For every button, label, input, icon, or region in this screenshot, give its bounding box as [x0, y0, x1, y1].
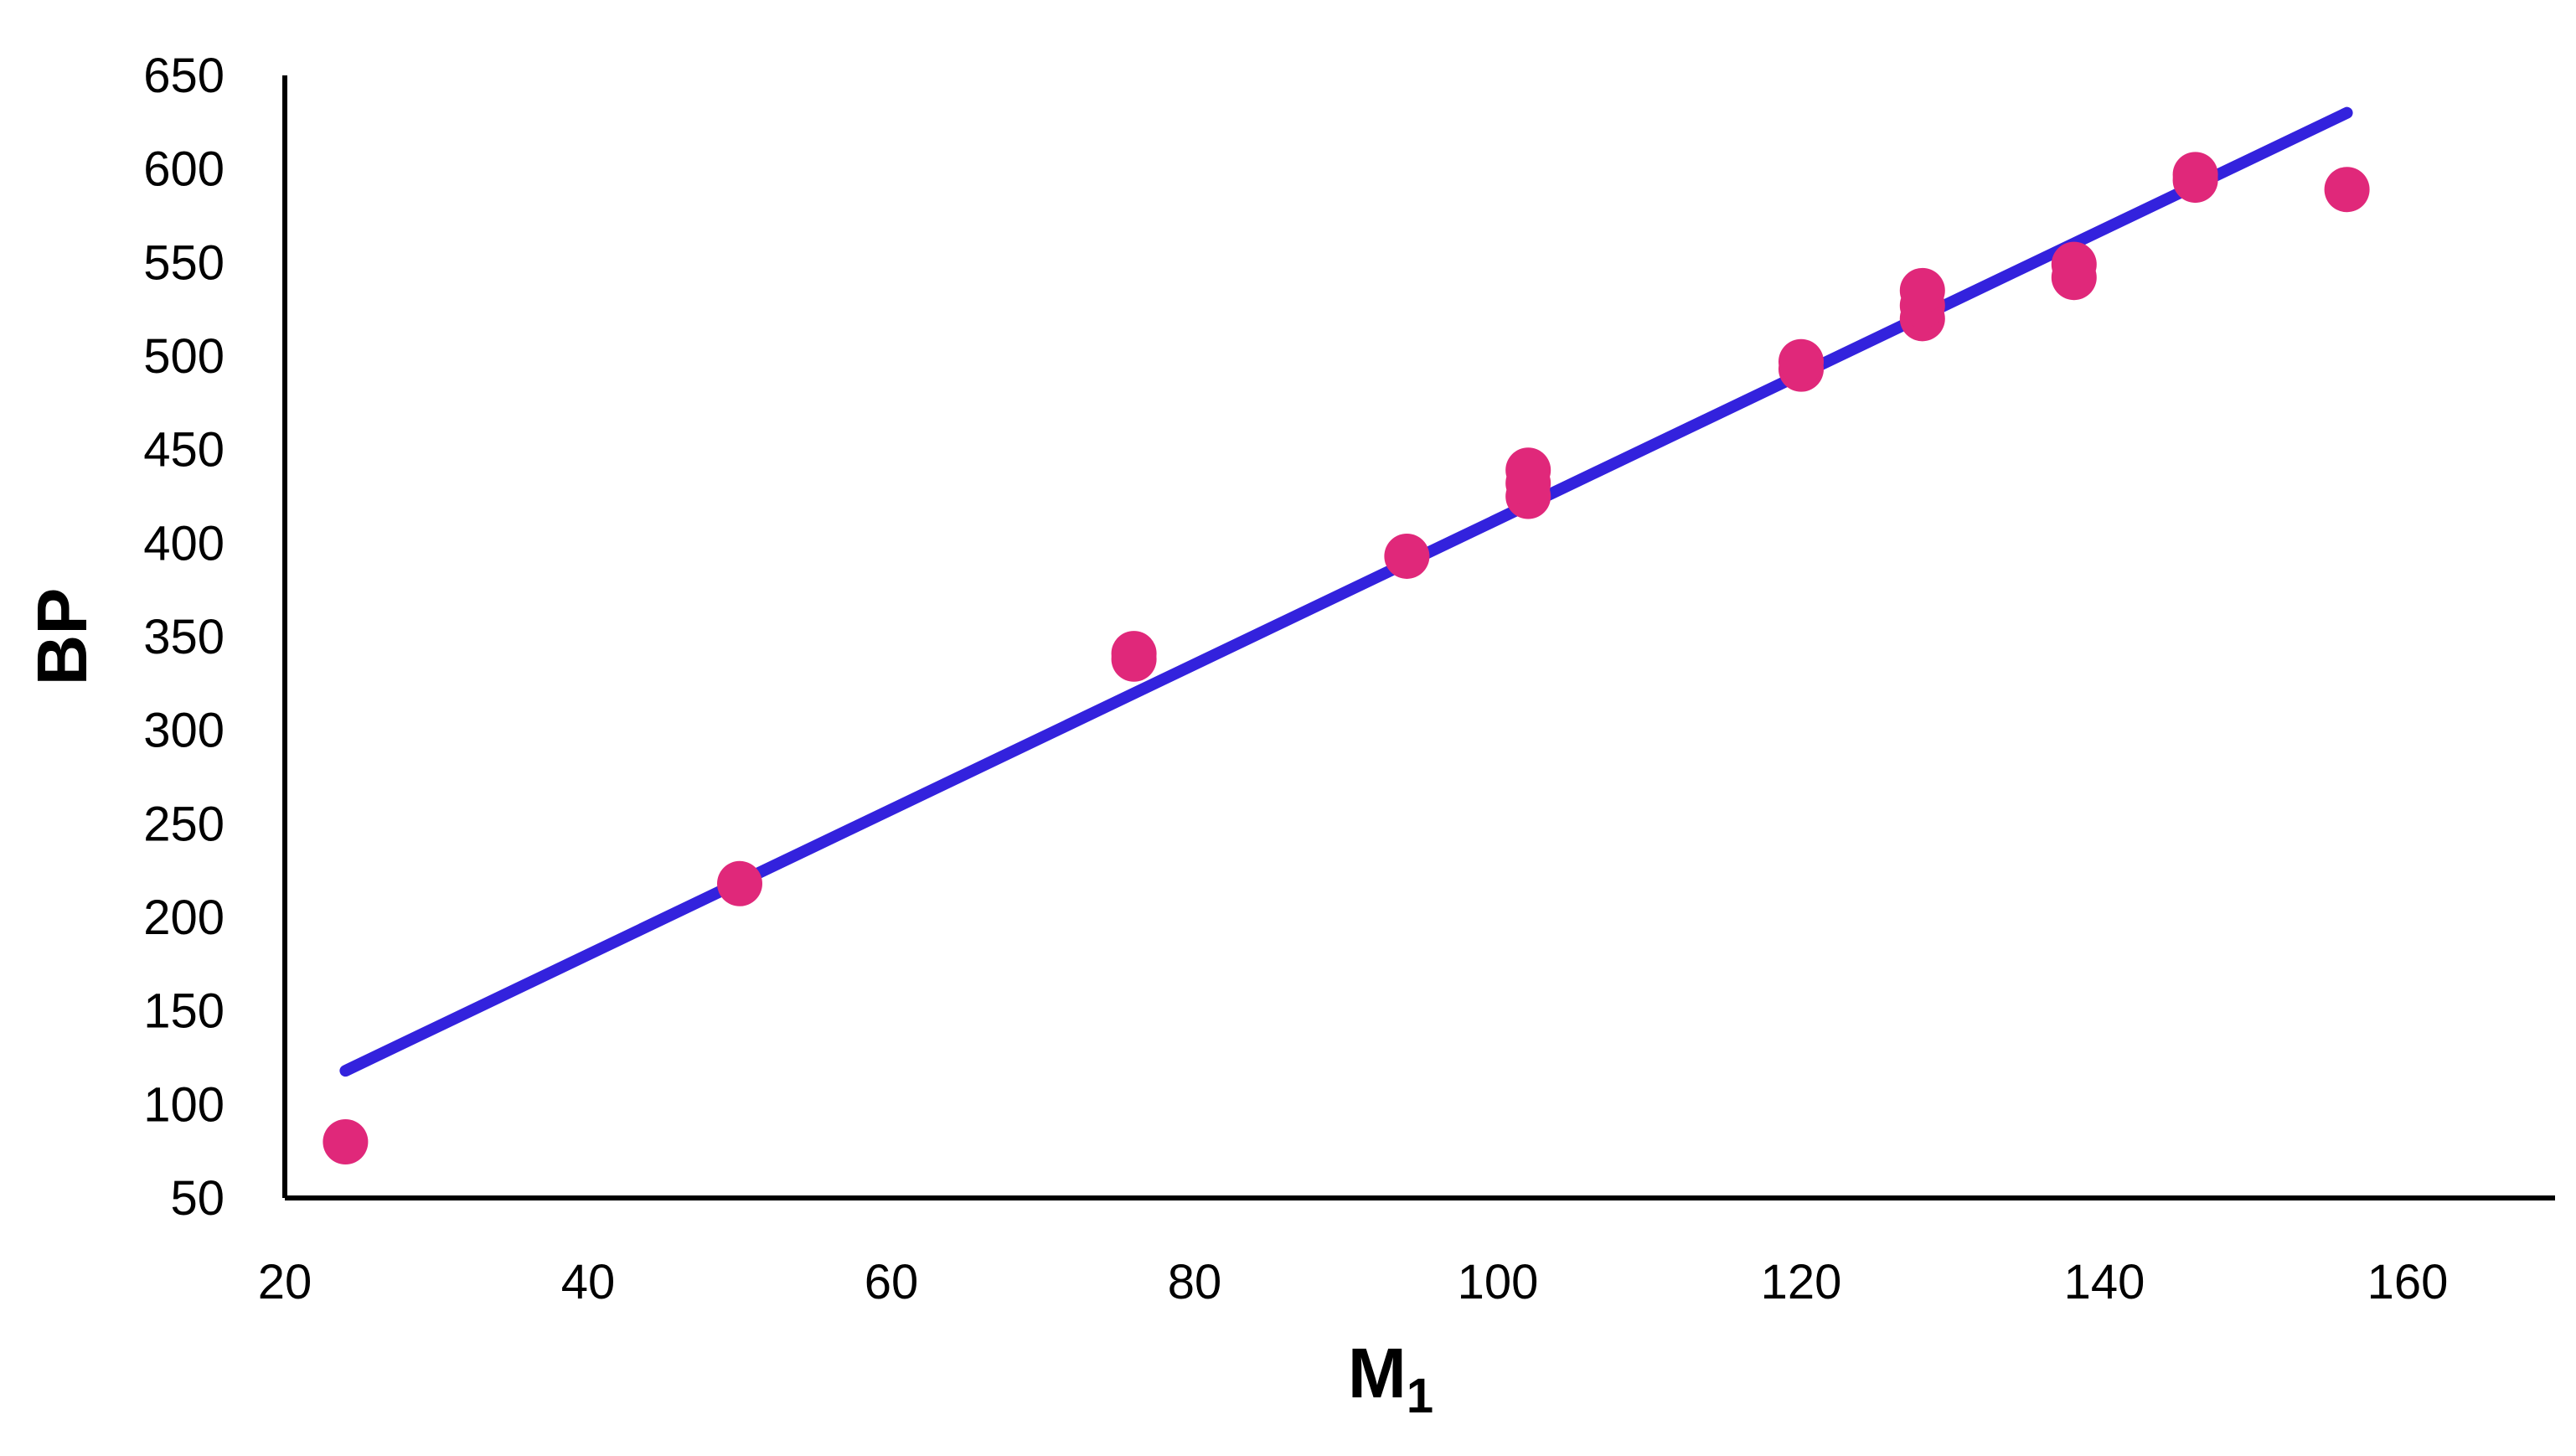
trendline-layer [339, 106, 2353, 1077]
y-tick-label: 400 [143, 516, 225, 571]
y-tick-label: 500 [143, 329, 225, 384]
x-tick-label: 60 [865, 1255, 919, 1309]
x-tick-labels: 20 40 60 80 100 120 140 160 [258, 1255, 2449, 1309]
data-point [1899, 267, 1945, 313]
data-point [2051, 241, 2097, 287]
data-point [1384, 533, 1430, 579]
y-tick-label: 650 [143, 49, 225, 103]
x-tick-label: 20 [258, 1255, 312, 1309]
y-tick-label: 600 [143, 142, 225, 197]
y-tick-label: 550 [143, 235, 225, 290]
x-tick-label: 100 [1458, 1255, 1539, 1309]
x-tick-label: 40 [561, 1255, 616, 1309]
y-tick-label: 200 [143, 891, 225, 945]
data-point [2172, 152, 2218, 198]
y-tick-label: 150 [143, 984, 225, 1039]
y-tick-label: 50 [170, 1171, 225, 1226]
data-point [323, 1119, 369, 1164]
data-point [1778, 338, 1824, 385]
data-point [1111, 631, 1157, 677]
x-axis-title-main: M [1348, 1334, 1407, 1412]
y-tick-label: 450 [143, 423, 225, 478]
y-tick-label: 250 [143, 797, 225, 851]
x-tick-label: 80 [1168, 1255, 1222, 1309]
y-tick-label: 300 [143, 704, 225, 758]
y-tick-label: 350 [143, 610, 225, 664]
y-tick-label: 100 [143, 1077, 225, 1132]
x-tick-label: 120 [1761, 1255, 1842, 1309]
x-tick-label: 160 [2367, 1255, 2449, 1309]
data-point [1505, 447, 1551, 493]
points-layer [323, 152, 2370, 1164]
x-axis-title-subscript: 1 [1407, 1369, 1433, 1423]
x-axis-title: M1 [1348, 1334, 1433, 1423]
y-tick-labels: 50 100 150 200 250 300 350 400 450 500 550 600 650 [143, 49, 225, 1226]
data-point [717, 860, 762, 906]
trendline [339, 106, 2353, 1077]
y-axis-title: BP [23, 588, 101, 686]
x-tick-label: 140 [2064, 1255, 2145, 1309]
axes [282, 75, 2555, 1200]
data-point [2324, 167, 2370, 213]
